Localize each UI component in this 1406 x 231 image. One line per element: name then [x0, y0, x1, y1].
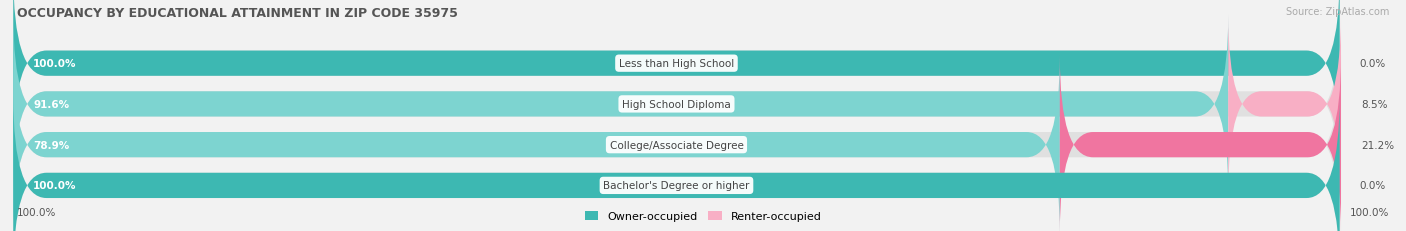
Text: 100.0%: 100.0% — [1350, 207, 1389, 218]
Text: OCCUPANCY BY EDUCATIONAL ATTAINMENT IN ZIP CODE 35975: OCCUPANCY BY EDUCATIONAL ATTAINMENT IN Z… — [17, 7, 458, 20]
FancyBboxPatch shape — [1060, 56, 1341, 231]
Text: College/Associate Degree: College/Associate Degree — [610, 140, 744, 150]
Text: 0.0%: 0.0% — [1360, 181, 1386, 191]
Text: 100.0%: 100.0% — [34, 59, 77, 69]
FancyBboxPatch shape — [13, 97, 1340, 231]
Text: 100.0%: 100.0% — [34, 181, 77, 191]
FancyBboxPatch shape — [13, 56, 1340, 231]
FancyBboxPatch shape — [13, 16, 1229, 193]
Text: Bachelor's Degree or higher: Bachelor's Degree or higher — [603, 181, 749, 191]
FancyBboxPatch shape — [13, 56, 1060, 231]
Text: 0.0%: 0.0% — [1360, 59, 1386, 69]
Text: Less than High School: Less than High School — [619, 59, 734, 69]
FancyBboxPatch shape — [13, 97, 1340, 231]
Text: 78.9%: 78.9% — [34, 140, 69, 150]
Text: 100.0%: 100.0% — [17, 207, 56, 218]
Text: 91.6%: 91.6% — [34, 100, 69, 109]
Text: 21.2%: 21.2% — [1361, 140, 1393, 150]
FancyBboxPatch shape — [13, 0, 1340, 153]
FancyBboxPatch shape — [1229, 16, 1341, 193]
FancyBboxPatch shape — [13, 0, 1340, 153]
Text: Source: ZipAtlas.com: Source: ZipAtlas.com — [1285, 7, 1389, 17]
Legend: Owner-occupied, Renter-occupied: Owner-occupied, Renter-occupied — [581, 206, 825, 225]
Text: High School Diploma: High School Diploma — [621, 100, 731, 109]
Text: 8.5%: 8.5% — [1361, 100, 1388, 109]
FancyBboxPatch shape — [13, 16, 1340, 193]
